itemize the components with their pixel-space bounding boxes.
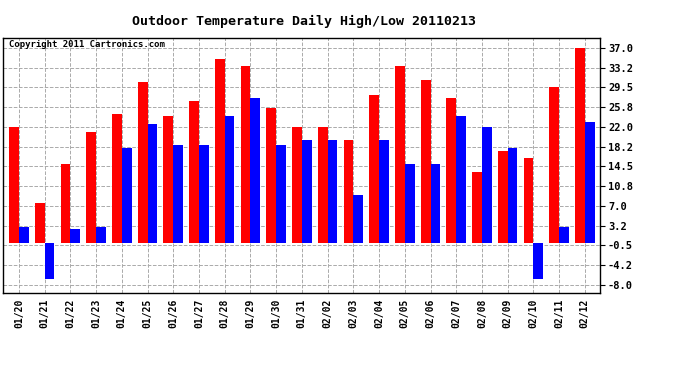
- Bar: [369, 95, 379, 243]
- Bar: [395, 66, 405, 243]
- Bar: [225, 116, 235, 243]
- Bar: [446, 98, 456, 243]
- Bar: [86, 132, 96, 243]
- Bar: [61, 164, 70, 243]
- Bar: [302, 140, 312, 243]
- Bar: [472, 172, 482, 243]
- Bar: [199, 145, 209, 243]
- Bar: [70, 230, 80, 243]
- Bar: [45, 243, 55, 279]
- Bar: [318, 127, 328, 243]
- Text: Copyright 2011 Cartronics.com: Copyright 2011 Cartronics.com: [10, 40, 166, 49]
- Bar: [585, 122, 595, 243]
- Bar: [112, 114, 122, 243]
- Bar: [122, 148, 132, 243]
- Bar: [344, 140, 353, 243]
- Bar: [215, 58, 225, 243]
- Bar: [421, 80, 431, 243]
- Bar: [241, 66, 250, 243]
- Text: Outdoor Temperature Daily High/Low 20110213: Outdoor Temperature Daily High/Low 20110…: [132, 15, 475, 28]
- Bar: [456, 116, 466, 243]
- Bar: [498, 150, 508, 243]
- Bar: [19, 227, 29, 243]
- Bar: [482, 127, 492, 243]
- Bar: [34, 203, 45, 243]
- Bar: [431, 164, 440, 243]
- Bar: [266, 108, 276, 243]
- Bar: [96, 227, 106, 243]
- Bar: [276, 145, 286, 243]
- Bar: [250, 98, 260, 243]
- Bar: [559, 227, 569, 243]
- Bar: [148, 124, 157, 243]
- Bar: [405, 164, 415, 243]
- Bar: [292, 127, 302, 243]
- Bar: [164, 116, 173, 243]
- Bar: [138, 82, 148, 243]
- Bar: [328, 140, 337, 243]
- Bar: [379, 140, 389, 243]
- Bar: [9, 127, 19, 243]
- Bar: [524, 158, 533, 243]
- Bar: [189, 100, 199, 243]
- Bar: [533, 243, 543, 279]
- Bar: [508, 148, 518, 243]
- Bar: [353, 195, 363, 243]
- Bar: [575, 48, 585, 243]
- Bar: [173, 145, 183, 243]
- Bar: [549, 87, 559, 243]
